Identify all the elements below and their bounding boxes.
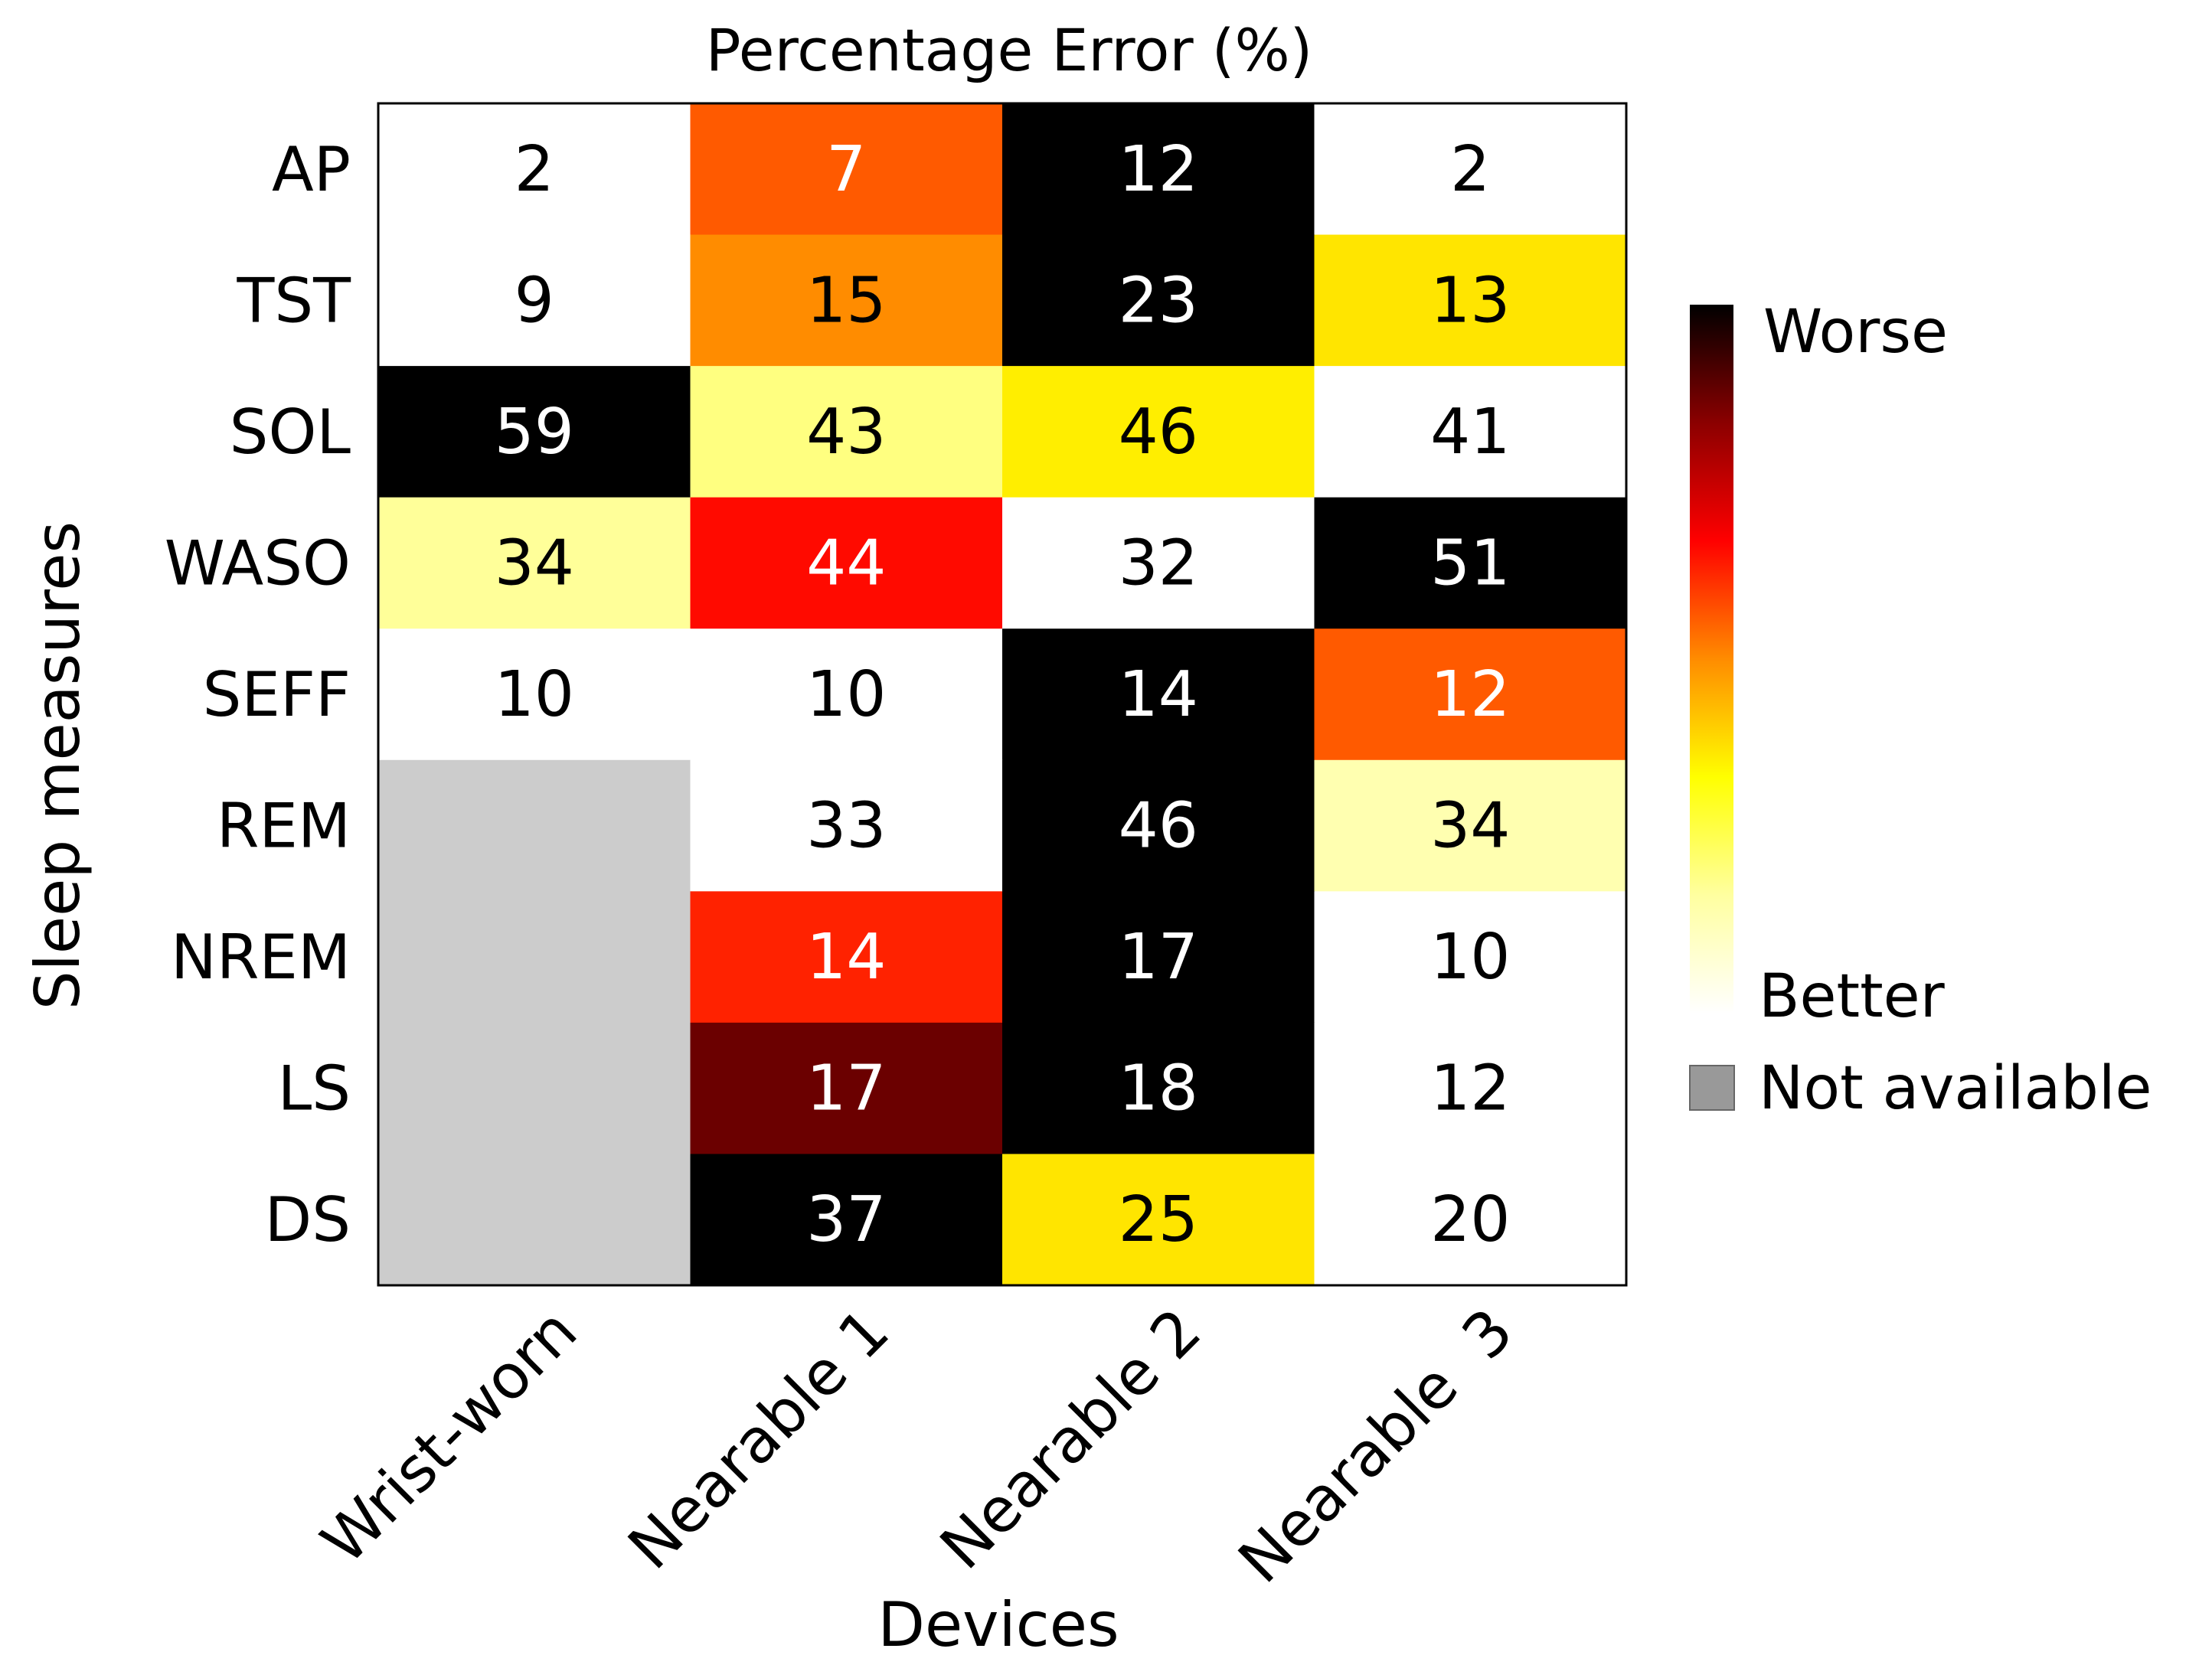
- heatmap-cell: [690, 1022, 1003, 1154]
- cell-value-label: 10: [1430, 921, 1510, 994]
- heatmap-cell: [378, 103, 691, 236]
- legend-not-available-label: Not available: [1759, 1054, 2152, 1123]
- heatmap-cell: [378, 891, 691, 1023]
- heatmap-cell: [378, 497, 691, 629]
- cell-value-label: 12: [1430, 1053, 1510, 1125]
- cell-value-label: 46: [1119, 790, 1198, 863]
- cell-value-label: 7: [826, 133, 866, 206]
- heatmap-cell: [1314, 891, 1627, 1023]
- heatmap-cell: [1002, 1022, 1315, 1154]
- cell-value-label: 2: [1450, 133, 1490, 206]
- cell-value-label: 59: [495, 396, 574, 468]
- cell-value-label: 13: [1430, 264, 1510, 337]
- row-tick-label: REM: [217, 791, 351, 862]
- y-axis-label: Sleep measures: [22, 521, 93, 1010]
- heatmap-cell: [1314, 497, 1627, 629]
- cell-value-label: 46: [1119, 396, 1198, 468]
- heatmap-cell: [1314, 366, 1627, 498]
- legend-worse-label: Worse: [1763, 298, 1948, 367]
- heatmap-cell: [690, 103, 1003, 236]
- heatmap-cell: [378, 234, 691, 367]
- cell-value-label: 9: [515, 264, 554, 337]
- row-tick-label: LS: [278, 1053, 351, 1125]
- heatmap-cell: [690, 1154, 1003, 1286]
- heatmap-cell: [1314, 234, 1627, 367]
- heatmap-cell: [1002, 366, 1315, 498]
- legend-not-available-swatch: [1689, 1065, 1735, 1111]
- heatmap-cell: [378, 759, 691, 892]
- heatmap-cell: [1002, 891, 1315, 1023]
- heatmap-cell: [378, 366, 691, 498]
- cell-value-label: 14: [806, 921, 886, 994]
- heatmap-cell: [690, 366, 1003, 498]
- cell-value-label: 15: [806, 264, 886, 337]
- heatmap-cell: [1002, 103, 1315, 236]
- cell-value-label: 10: [495, 658, 574, 731]
- x-axis-label: Devices: [877, 1589, 1119, 1660]
- heatmap-cell: [1314, 1154, 1627, 1286]
- heatmap-cell: [690, 759, 1003, 892]
- cell-value-label: 25: [1119, 1183, 1198, 1256]
- row-tick-label: AP: [272, 134, 351, 205]
- cell-value-label: 10: [806, 658, 886, 731]
- cell-value-label: 17: [806, 1053, 886, 1125]
- cell-value-label: 23: [1119, 264, 1198, 337]
- cell-value-label: 14: [1119, 658, 1198, 731]
- heatmap-cell: [690, 234, 1003, 367]
- cell-value-label: 32: [1119, 527, 1198, 599]
- heatmap-cell: [1002, 234, 1315, 367]
- heatmap-cell: [378, 628, 691, 761]
- heatmap-frame: [377, 102, 1628, 1287]
- cell-value-label: 20: [1430, 1183, 1510, 1256]
- cell-value-label: 43: [806, 396, 886, 468]
- column-tick-label: Nearable 1: [615, 1295, 903, 1583]
- column-tick-labels: Wrist-worn Nearable 1 Nearable 2 Nearable 3: [308, 1295, 1527, 1597]
- row-tick-label: SOL: [230, 397, 351, 468]
- row-tick-label: WASO: [165, 527, 351, 599]
- legend-better-label: Better: [1759, 962, 1946, 1031]
- cell-value-label: 12: [1119, 133, 1198, 206]
- cell-value-label: 17: [1119, 921, 1198, 994]
- heatmap-cell: [1002, 759, 1315, 892]
- heatmap-cell: [1314, 1022, 1627, 1154]
- cell-value-label: 33: [806, 790, 886, 863]
- heatmap-cell: [690, 628, 1003, 761]
- row-tick-label: DS: [265, 1184, 351, 1255]
- heatmap-cell: [1002, 628, 1315, 761]
- heatmap-cell: [1002, 497, 1315, 629]
- row-tick-labels: AP TST SOL WASO SEFF REM NREM LS DS: [165, 134, 351, 1255]
- cell-value-label: 34: [495, 527, 574, 599]
- heatmap-cell: [690, 497, 1003, 629]
- cell-value-label: 34: [1430, 790, 1510, 863]
- heatmap-cell: [378, 1022, 691, 1154]
- column-tick-label: Nearable 3: [1225, 1295, 1527, 1597]
- cell-value-label: 41: [1430, 396, 1510, 468]
- heatmap-cells: 2 7 12 2 9 15 23 13 59 43 46 41 34 44 32 51 10 10 14 12 33 46…: [378, 103, 1627, 1286]
- heatmap-cell: [1314, 103, 1627, 236]
- colorscale-bar: [1690, 305, 1733, 1014]
- heatmap-cell: [1002, 1154, 1315, 1286]
- cell-value-label: 44: [806, 527, 886, 599]
- heatmap-cell: [378, 1154, 691, 1286]
- color-legend: Worse Better Not available: [1689, 298, 2152, 1123]
- column-tick-label: Nearable 2: [926, 1295, 1214, 1583]
- cell-value-label: 18: [1119, 1053, 1198, 1125]
- row-tick-label: SEFF: [203, 659, 351, 730]
- cell-value-label: 2: [515, 133, 554, 206]
- row-tick-label: NREM: [171, 922, 351, 993]
- heatmap-cell: [690, 891, 1003, 1023]
- heatmap-cell: [1314, 759, 1627, 892]
- row-tick-label: TST: [236, 265, 351, 336]
- column-tick-label: Wrist-worn: [308, 1295, 590, 1578]
- cell-value-label: 51: [1430, 527, 1510, 599]
- chart-title: Percentage Error (%): [706, 16, 1313, 84]
- cell-value-label: 37: [806, 1183, 886, 1256]
- heatmap-cell: [1314, 628, 1627, 761]
- cell-value-label: 12: [1430, 658, 1510, 731]
